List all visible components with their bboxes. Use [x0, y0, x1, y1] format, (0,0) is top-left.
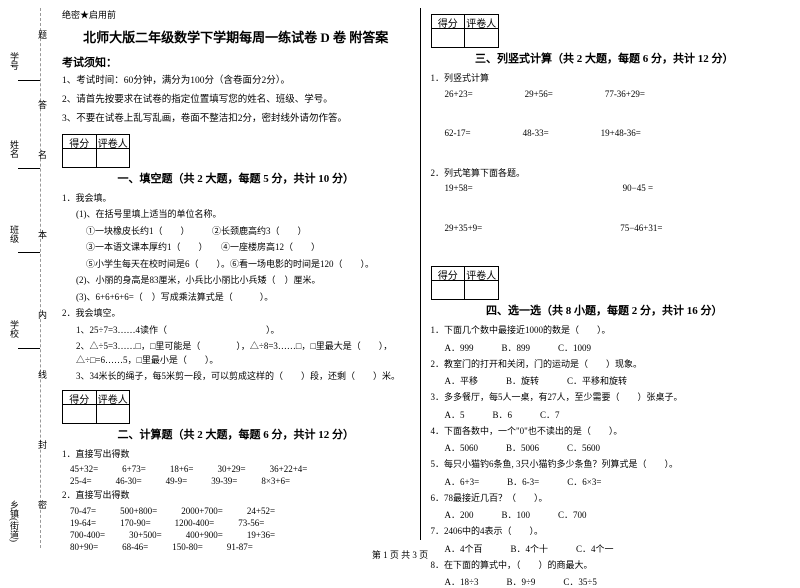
score-box: 得分 评卷人: [431, 266, 499, 300]
calc-row: 19-64=170-90=1200-400=73-56=: [62, 518, 410, 528]
confidential-mark: 绝密★启用前: [62, 8, 410, 21]
exam-title: 北师大版二年级数学下学期每周一练试卷 D 卷 附答案: [62, 27, 410, 46]
grader-label: 评卷人: [97, 135, 130, 148]
vert-row: 62-17=48-33=19+48-36=: [431, 128, 779, 138]
q1-item: ⑤小学生每天在校时间是6（ ）。⑥看一场电影的时间是120（ ）。: [62, 258, 410, 272]
dot-char: 封: [36, 440, 49, 449]
choice-opts: A．5B．6C．7: [431, 408, 779, 421]
dot-char: 线: [36, 370, 49, 379]
score-box: 得分 评卷人: [62, 134, 130, 168]
choice-q3: 3．多多餐厅，每5人一桌，有27人，至少需要（ ）张桌子。: [431, 391, 779, 405]
choice-opts: A．平移B．旋转C．平移和旋转: [431, 374, 779, 387]
calc-row: 700-400=30+500=400+900=19+36=: [62, 530, 410, 540]
grader-cell[interactable]: [465, 281, 498, 299]
vert-row: 26+23=29+56=77-36+29=: [431, 89, 779, 99]
choice-opts: A．999B．899C．1009: [431, 341, 779, 354]
margin-label-school: 学校: [8, 320, 21, 338]
section-2-title: 二、计算题（共 2 大题，每题 6 分，共计 12 分）: [62, 426, 410, 442]
q1-item: ②长颈鹿高约3（ ）: [212, 226, 307, 236]
score-box: 得分 评卷人: [431, 14, 499, 48]
score-label: 得分: [63, 391, 97, 404]
seal-line: [40, 8, 41, 548]
grader-label: 评卷人: [97, 391, 130, 404]
calc-q2: 2．直接写出得数: [62, 489, 410, 503]
grader-cell[interactable]: [97, 405, 130, 423]
choice-opts: A．6+3=B．6-3=C．6×3=: [431, 475, 779, 488]
q2-line: 3、34米长的绳子，每5米剪一段，可以剪成这样的（ ）段，还剩（ ）米。: [62, 370, 410, 384]
instruction: 3、不要在试卷上乱写乱画，卷面不整洁扣2分，密封线外请勿作答。: [62, 112, 410, 127]
column-left: 绝密★启用前 北师大版二年级数学下学期每周一练试卷 D 卷 附答案 考试须知： …: [52, 8, 420, 540]
section-1-title: 一、填空题（共 2 大题，每题 5 分，共计 10 分）: [62, 170, 410, 186]
dot-char: 内: [36, 310, 49, 319]
grader-label: 评卷人: [465, 15, 498, 28]
margin-field[interactable]: [18, 80, 40, 81]
grader-cell[interactable]: [465, 29, 498, 47]
margin-label-class: 班级: [8, 225, 21, 243]
score-cell[interactable]: [432, 29, 466, 47]
vert-q1: 1．列竖式计算: [431, 72, 779, 86]
grader-cell[interactable]: [97, 149, 130, 167]
q1-item: ④一座楼房高12（ ）: [221, 242, 320, 252]
column-right: 得分 评卷人 三、列竖式计算（共 2 大题，每题 6 分，共计 12 分） 1．…: [420, 8, 789, 540]
dot-char: 密: [36, 500, 49, 509]
score-label: 得分: [432, 15, 466, 28]
q1-item: ③一本语文课本厚约1（ ）: [86, 242, 203, 252]
dot-char: 名: [36, 150, 49, 159]
score-box: 得分 评卷人: [62, 390, 130, 424]
margin-field[interactable]: [18, 348, 40, 349]
section-4-title: 四、选一选（共 8 小题，每题 2 分，共计 16 分）: [431, 302, 779, 318]
score-label: 得分: [63, 135, 97, 148]
calc-row: 70-47=500+800=2000+700=24+52=: [62, 506, 410, 516]
score-cell[interactable]: [432, 281, 466, 299]
notice-heading: 考试须知：: [62, 54, 410, 70]
grader-label: 评卷人: [465, 267, 498, 280]
q1-p3: (3)、6+6+6+6=（ ）写成乘法算式是（ ）。: [62, 291, 410, 305]
choice-opts: A．200B．100C．700: [431, 508, 779, 521]
margin-field[interactable]: [18, 252, 40, 253]
dot-char: 答: [36, 100, 49, 109]
choice-q6: 6．78最接近几百？（ ）。: [431, 492, 779, 506]
vert-row: 19+58=90−45 =: [431, 183, 779, 193]
score-label: 得分: [432, 267, 466, 280]
choice-q1: 1．下面几个数中最接近1000的数是（ ）。: [431, 324, 779, 338]
instruction: 1、考试时间：60分钟，满分为100分（含卷面分2分）。: [62, 74, 410, 89]
margin-label-town: 乡镇(街道): [8, 500, 21, 542]
margin-label-id: 学号: [8, 52, 21, 70]
page-footer: 第 1 页 共 3 页: [0, 548, 800, 561]
choice-opts: A．18÷3B．9÷9C．35÷5: [431, 575, 779, 588]
score-cell[interactable]: [63, 405, 97, 423]
choice-q2: 2．教室门的打开和关闭，门的运动是（ ）现象。: [431, 358, 779, 372]
calc-row: 45+32=6+73=18+6=30+29=36+22+4=: [62, 464, 410, 474]
score-cell[interactable]: [63, 149, 97, 167]
section-3-title: 三、列竖式计算（共 2 大题，每题 6 分，共计 12 分）: [431, 50, 779, 66]
vert-q2: 2．列式笔算下面各题。: [431, 167, 779, 181]
q1-p1: (1)、在括号里填上适当的单位名称。: [62, 208, 410, 222]
q1-p2: (2)、小丽的身高是83厘米，小兵比小丽比小兵矮（ ）厘米。: [62, 274, 410, 288]
calc-q1: 1．直接写出得数: [62, 448, 410, 462]
choice-q5: 5．每只小猫钓6条鱼, 3只小猫钓多少条鱼？列算式是（ ）。: [431, 458, 779, 472]
q1-stem: 1．我会填。: [62, 192, 410, 206]
choice-q7: 7．2406中的4表示（ ）。: [431, 525, 779, 539]
margin-label-name: 姓名: [8, 140, 21, 158]
binding-margin: 题 答 名 本 内 线 封 密 学号 姓名 班级 学校 乡镇(街道): [0, 0, 52, 565]
dot-char: 题: [36, 30, 49, 39]
choice-q4: 4．下面各数中，一个"0"也不读出的是（ ）。: [431, 425, 779, 439]
dot-char: 本: [36, 230, 49, 239]
q1-item: ①一块橡皮长约1（ ）: [86, 226, 185, 236]
choice-opts: A．5060B．5006C．5600: [431, 441, 779, 454]
instruction: 2、请首先按要求在试卷的指定位置填写您的姓名、班级、学号。: [62, 93, 410, 108]
q2-stem: 2．我会填空。: [62, 307, 410, 321]
q2-line: 1、25÷7=3……4读作（ ）。: [62, 324, 410, 338]
calc-row: 25-4=46-30=49-9=39-39=8×3+6=: [62, 476, 410, 486]
margin-field[interactable]: [18, 168, 40, 169]
q2-line: 2、△÷5=3……□，□里可能是（ ），△÷8=3……□，□里最大是（ ），△÷…: [62, 340, 410, 367]
vert-row: 29+35+9=75−46+31=: [431, 223, 779, 233]
